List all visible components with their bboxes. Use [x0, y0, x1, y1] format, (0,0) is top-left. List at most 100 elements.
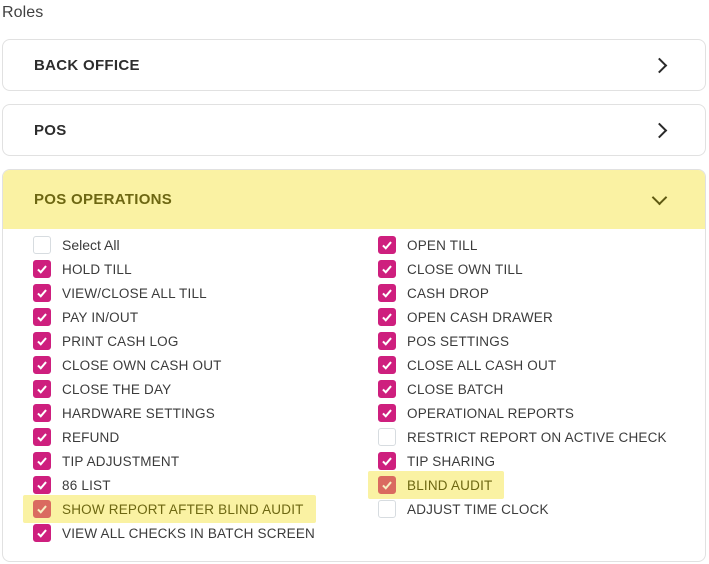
check-icon [37, 361, 47, 370]
checkbox-adjust-time-clock[interactable] [378, 500, 396, 518]
permission-label: REFUND [62, 429, 120, 445]
permission-item-close-all-cash-out[interactable]: CLOSE ALL CASH OUT [368, 351, 568, 379]
checkbox-pay-in-out[interactable] [33, 308, 51, 326]
permission-label: OPEN TILL [407, 237, 478, 253]
checkbox-open-till[interactable] [378, 236, 396, 254]
permission-row: HOLD TILL [23, 257, 368, 281]
checkbox-view-close-all-till[interactable] [33, 284, 51, 302]
checkbox-close-batch[interactable] [378, 380, 396, 398]
permission-item-close-the-day[interactable]: CLOSE THE DAY [23, 375, 183, 403]
checkbox-close-own-cash-out[interactable] [33, 356, 51, 374]
permission-label: CLOSE BATCH [407, 381, 504, 397]
permission-item-blind-audit[interactable]: BLIND AUDIT [368, 471, 505, 499]
permission-item-hardware-settings[interactable]: HARDWARE SETTINGS [23, 399, 227, 427]
permission-label: PRINT CASH LOG [62, 333, 179, 349]
permission-label: TIP ADJUSTMENT [62, 453, 180, 469]
permission-row: SHOW REPORT AFTER BLIND AUDIT [23, 495, 368, 523]
checkbox-print-cash-log[interactable] [33, 332, 51, 350]
checkbox-close-all-cash-out[interactable] [378, 356, 396, 374]
accordion-pos-operations: POS OPERATIONS Select All HOLD TILL [2, 169, 706, 562]
permission-item-open-cash-drawer[interactable]: OPEN CASH DRAWER [368, 303, 565, 331]
permission-row: OPERATIONAL REPORTS [368, 401, 705, 425]
permission-item-close-own-till[interactable]: CLOSE OWN TILL [368, 255, 535, 283]
accordion-header-pos[interactable]: POS [3, 105, 705, 155]
checkbox-show-report-after-blind-audit[interactable] [33, 500, 51, 518]
accordion-back-office: BACK OFFICE [2, 39, 706, 91]
checkbox-pos-settings[interactable] [378, 332, 396, 350]
perm-column-right: OPEN TILL CLOSE OWN TILL CASH DROP [368, 233, 705, 545]
permission-row: Select All [23, 233, 368, 257]
permission-item-tip-sharing[interactable]: TIP SHARING [368, 447, 507, 475]
permission-label: CLOSE OWN TILL [407, 261, 523, 277]
check-icon [382, 457, 392, 466]
page-title: Roles [2, 4, 44, 21]
permission-item-adjust-time-clock[interactable]: ADJUST TIME CLOCK [368, 495, 561, 523]
accordion-label: POS OPERATIONS [34, 191, 173, 208]
checkbox-refund[interactable] [33, 428, 51, 446]
checkbox-86-list[interactable] [33, 476, 51, 494]
check-icon [37, 265, 47, 274]
permission-label: 86 LIST [62, 477, 111, 493]
permission-item-view-close-all-till[interactable]: VIEW/CLOSE ALL TILL [23, 279, 219, 307]
checkbox-hold-till[interactable] [33, 260, 51, 278]
checkbox-tip-sharing[interactable] [378, 452, 396, 470]
permission-item-pay-in-out[interactable]: PAY IN/OUT [23, 303, 150, 331]
permission-item-print-cash-log[interactable]: PRINT CASH LOG [23, 327, 191, 355]
permission-item-tip-adjustment[interactable]: TIP ADJUSTMENT [23, 447, 191, 475]
check-icon [37, 457, 47, 466]
permission-row: CLOSE THE DAY [23, 377, 368, 401]
permission-row: CASH DROP [368, 281, 705, 305]
permission-item-show-report-after-blind-audit[interactable]: SHOW REPORT AFTER BLIND AUDIT [23, 495, 316, 523]
check-icon [382, 265, 392, 274]
permission-item-cash-drop[interactable]: CASH DROP [368, 279, 501, 307]
permission-item-open-till[interactable]: OPEN TILL [368, 231, 490, 259]
permission-label: TIP SHARING [407, 453, 496, 469]
perm-column-left: Select All HOLD TILL VIEW/CLOSE ALL TILL [23, 233, 368, 545]
permission-row: CLOSE OWN TILL [368, 257, 705, 281]
permission-label: CLOSE OWN CASH OUT [62, 357, 222, 373]
check-icon [37, 337, 47, 346]
permission-row: BLIND AUDIT [368, 471, 705, 499]
permission-item-view-all-checks-in-batch-screen[interactable]: VIEW ALL CHECKS IN BATCH SCREEN [23, 519, 327, 547]
permission-row: REFUND [23, 425, 368, 449]
accordion-header-back-office[interactable]: BACK OFFICE [3, 40, 705, 90]
permission-label: OPERATIONAL REPORTS [407, 405, 575, 421]
permission-label: PAY IN/OUT [62, 309, 139, 325]
checkbox-restrict-report-on-active-check[interactable] [378, 428, 396, 446]
check-icon [382, 385, 392, 394]
checkbox-cash-drop[interactable] [378, 284, 396, 302]
checkbox-operational-reports[interactable] [378, 404, 396, 422]
permission-item-refund[interactable]: REFUND [23, 423, 131, 451]
check-icon [37, 313, 47, 322]
checkbox-hardware-settings[interactable] [33, 404, 51, 422]
permission-item-pos-settings[interactable]: POS SETTINGS [368, 327, 521, 355]
permission-row: PRINT CASH LOG [23, 329, 368, 353]
permission-row: OPEN CASH DRAWER [368, 305, 705, 329]
checkbox-open-cash-drawer[interactable] [378, 308, 396, 326]
permission-row: 86 LIST [23, 473, 368, 497]
permission-row: CLOSE OWN CASH OUT [23, 353, 368, 377]
permission-label: SHOW REPORT AFTER BLIND AUDIT [62, 501, 304, 517]
permission-item-operational-reports[interactable]: OPERATIONAL REPORTS [368, 399, 586, 427]
chevron-right-icon [651, 122, 668, 138]
permission-item-hold-till[interactable]: HOLD TILL [23, 255, 144, 283]
permission-item-close-own-cash-out[interactable]: CLOSE OWN CASH OUT [23, 351, 234, 379]
permission-item-select-all[interactable]: Select All [23, 231, 132, 259]
permission-item-restrict-report-on-active-check[interactable]: RESTRICT REPORT ON ACTIVE CHECK [368, 423, 679, 451]
checkbox-close-own-till[interactable] [378, 260, 396, 278]
check-icon [37, 505, 47, 514]
permission-row: CLOSE ALL CASH OUT [368, 353, 705, 377]
permission-row: OPEN TILL [368, 233, 705, 257]
permission-row: PAY IN/OUT [23, 305, 368, 329]
chevron-right-icon [651, 57, 668, 73]
checkbox-view-all-checks-in-batch-screen[interactable] [33, 524, 51, 542]
check-icon [382, 313, 392, 322]
checkbox-blind-audit[interactable] [378, 476, 396, 494]
accordion-header-pos-operations[interactable]: POS OPERATIONS [3, 170, 705, 229]
permission-item-86-list[interactable]: 86 LIST [23, 471, 123, 499]
checkbox-select-all[interactable] [33, 236, 51, 254]
permission-item-close-batch[interactable]: CLOSE BATCH [368, 375, 515, 403]
checkbox-tip-adjustment[interactable] [33, 452, 51, 470]
checkbox-close-the-day[interactable] [33, 380, 51, 398]
